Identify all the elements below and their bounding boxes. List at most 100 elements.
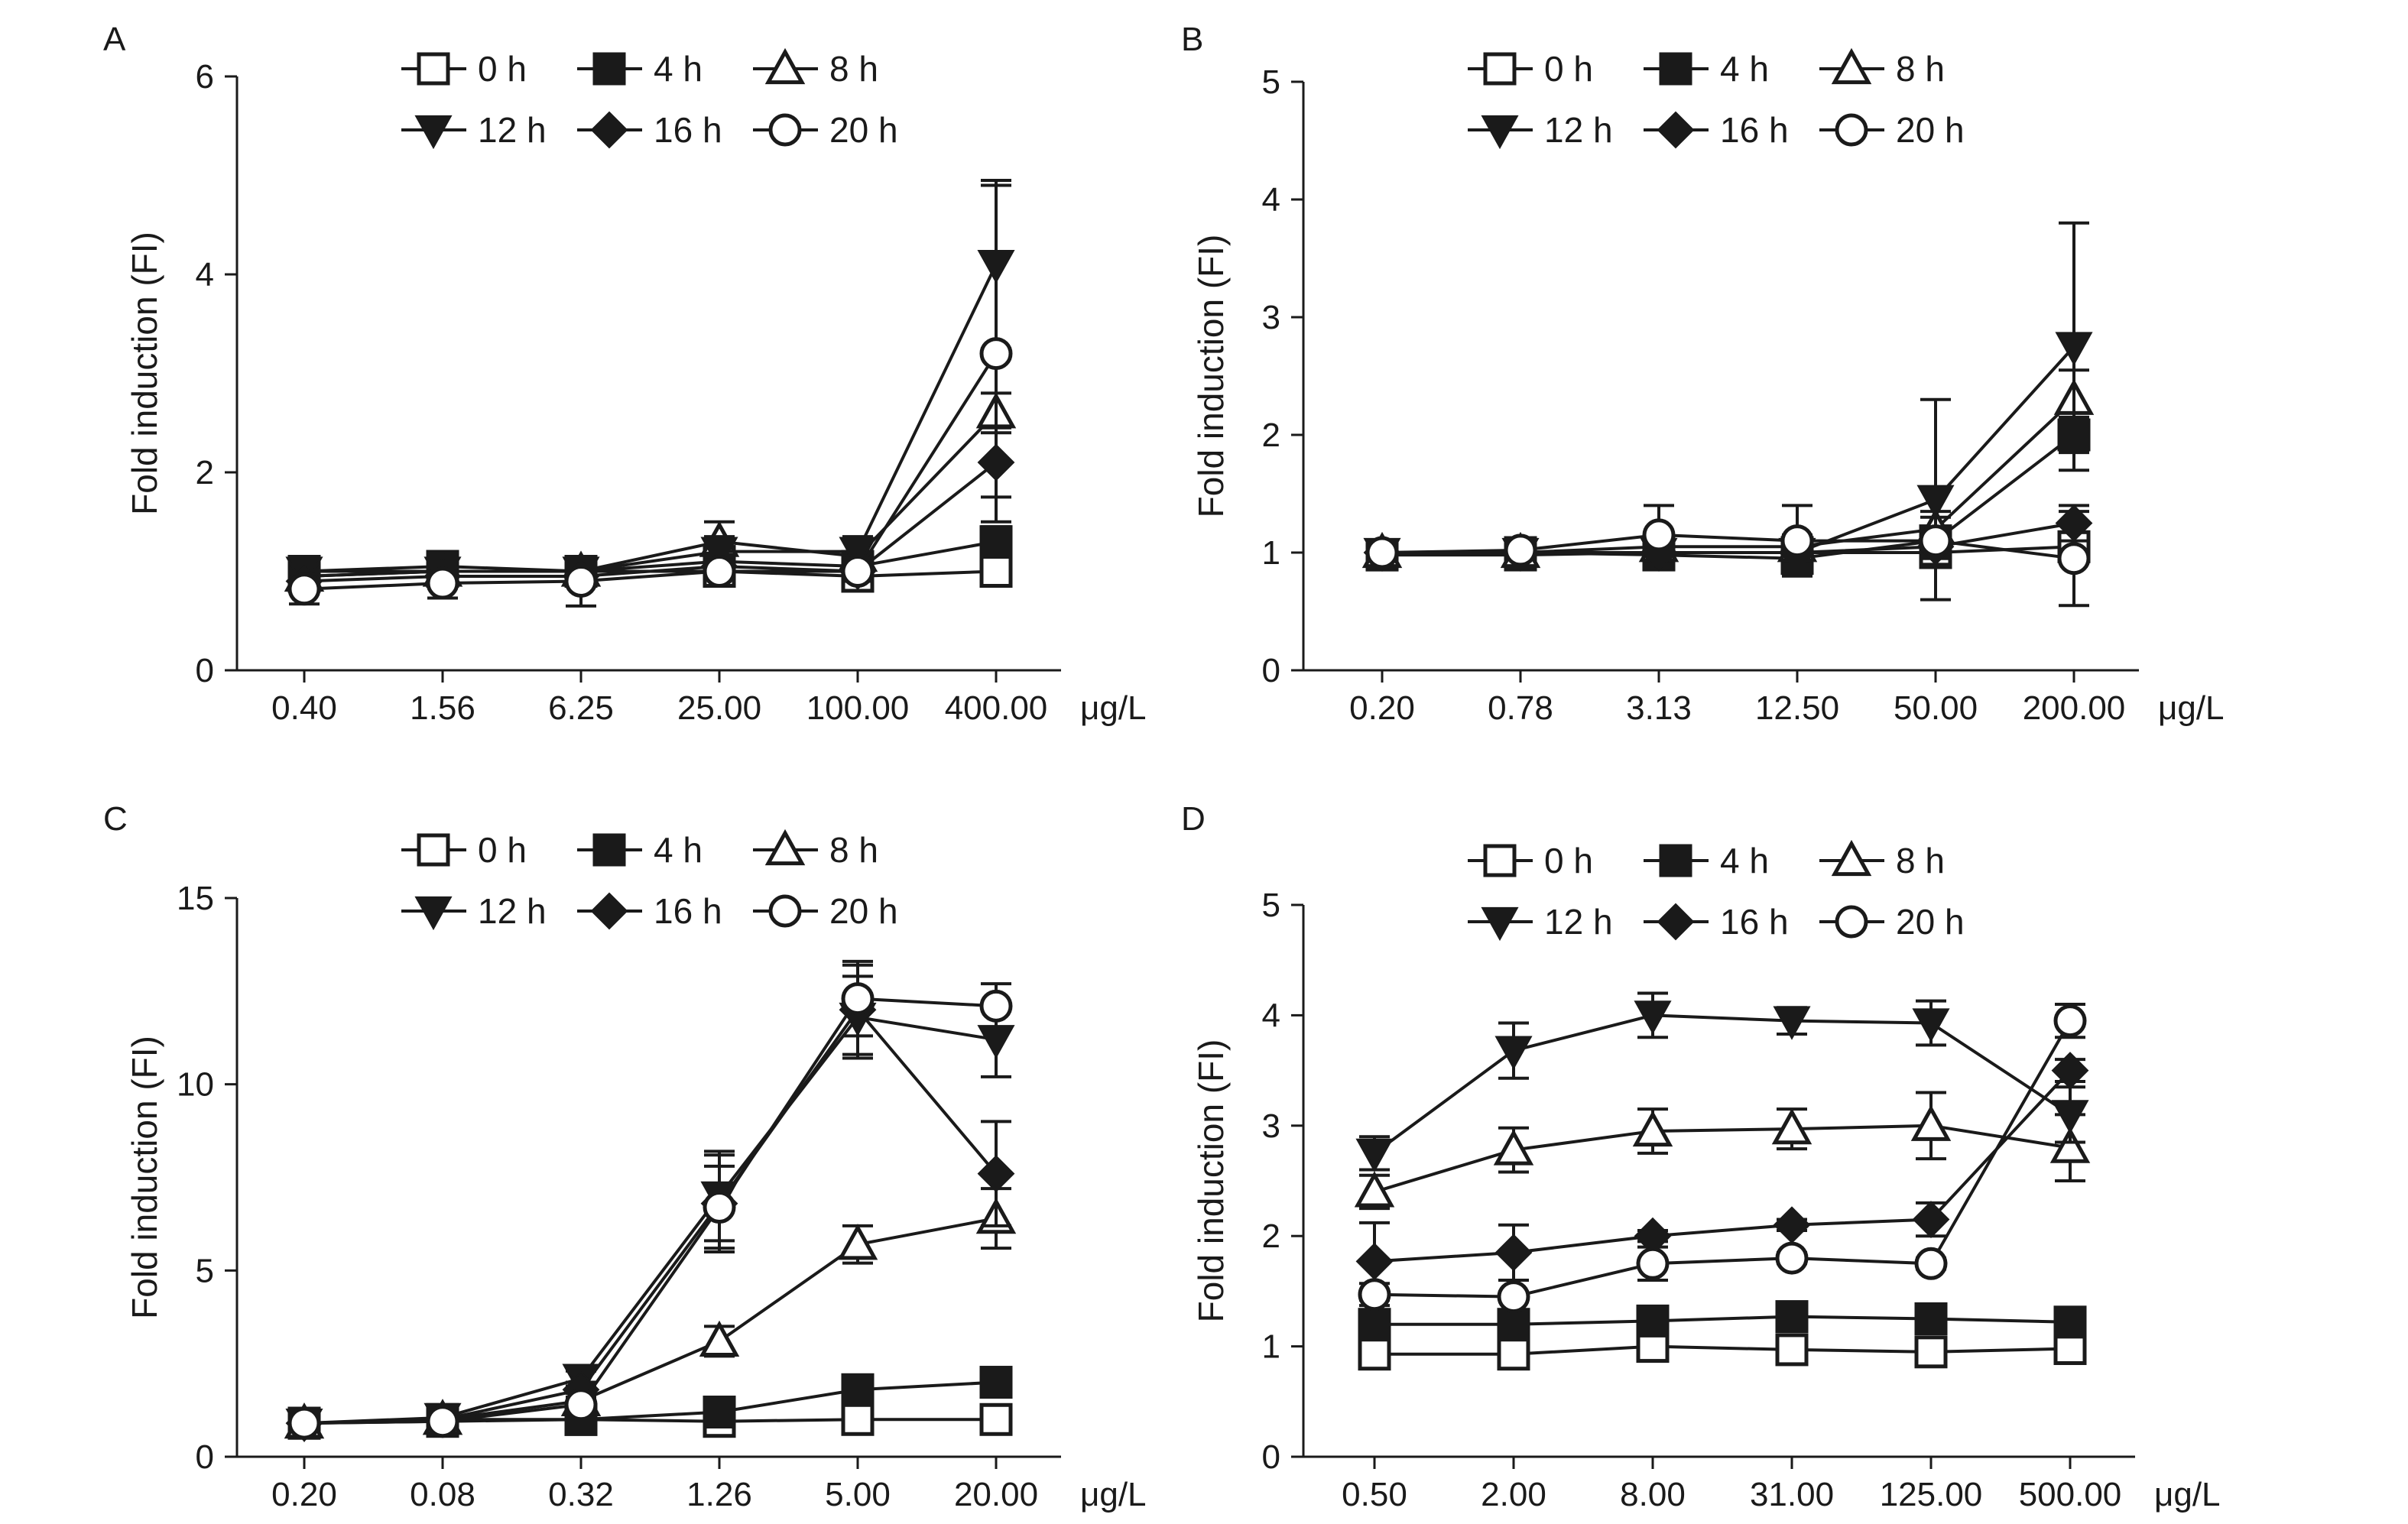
marker-square-filled: [592, 52, 626, 86]
y-tick-label: 1: [1262, 534, 1280, 572]
series-line: [1374, 1344, 2071, 1356]
marker-triangle-down: [414, 896, 453, 931]
series-12h: [1355, 991, 2089, 1172]
y-tick-label: 2: [1262, 417, 1280, 454]
marker-square-filled: [979, 1366, 1013, 1399]
x-tick-label: 0.50: [1342, 1476, 1407, 1513]
x-tick-label: 0.40: [271, 689, 337, 727]
marker-circle-open: [1504, 533, 1537, 567]
marker-triangle-down: [1481, 115, 1519, 150]
x-tick-label: 6.25: [548, 689, 614, 727]
legend-label: 16 h: [1720, 110, 1789, 150]
y-axis-title: Fold induction (FI): [125, 1036, 164, 1319]
x-tick-label: 500.00: [2019, 1476, 2122, 1513]
marker-circle-open: [768, 113, 802, 147]
series-20h: [287, 183, 1013, 608]
series-20h: [1358, 1002, 2087, 1315]
marker-circle-open: [1775, 1241, 1809, 1275]
marker-circle-open: [703, 555, 736, 588]
x-tick-label: 1.26: [686, 1476, 752, 1513]
marker-triangle-open: [1831, 839, 1872, 877]
x-tick-label: 31.00: [1750, 1476, 1834, 1513]
marker-triangle-open: [1910, 1104, 1952, 1141]
y-tick-label: 5: [1262, 887, 1280, 924]
marker-diamond: [977, 1155, 1015, 1193]
series-line: [303, 461, 998, 583]
x-tick-label: 2.00: [1481, 1476, 1546, 1513]
marker-circle-open: [1365, 536, 1399, 569]
series-line: [303, 997, 997, 1425]
marker-triangle-down: [1912, 1008, 1950, 1042]
panel-b: B 0 1 2 3 4 5 0.20 0.78 3.13 12.50 50.00 200.00 μg/L F…: [1181, 21, 2225, 727]
legend-label: 16 h: [654, 891, 722, 931]
marker-square-open: [1483, 52, 1517, 86]
marker-circle-open: [2053, 1004, 2087, 1038]
series-line: [303, 1217, 997, 1425]
legend-label: 20 h: [829, 891, 898, 931]
x-tick-label: 400.00: [945, 689, 1048, 727]
marker-circle-open: [841, 982, 875, 1016]
series-20h: [1365, 504, 2091, 608]
marker-circle-open: [1780, 524, 1814, 558]
y-tick-label: 3: [1262, 299, 1280, 336]
x-axis-unit-label: μg/L: [1080, 1476, 1147, 1513]
legend-label: 8 h: [829, 49, 878, 89]
marker-square-filled: [979, 525, 1013, 559]
series-line: [1382, 398, 2075, 554]
series-line: [303, 411, 998, 578]
y-axis-title: Fold induction (FI): [1191, 1039, 1231, 1323]
legend-label: 12 h: [478, 110, 547, 150]
legend-label: 20 h: [1896, 902, 1965, 942]
x-tick-label: 100.00: [806, 689, 910, 727]
legend-label: 4 h: [1720, 841, 1769, 880]
marker-triangle-open: [699, 1320, 740, 1357]
marker-triangle-open: [764, 828, 806, 866]
x-tick-label: 1.56: [410, 689, 475, 727]
y-tick-label: 0: [1262, 1438, 1280, 1476]
y-axis-title: Fold induction (FI): [125, 232, 164, 515]
series-group: [284, 959, 1017, 1443]
panel-letter: A: [103, 21, 126, 58]
marker-diamond: [1494, 1234, 1533, 1272]
marker-circle-open: [979, 337, 1013, 371]
legend: 0 h 4 h 8 h 12 h 16 h 20 h: [1468, 47, 1965, 150]
marker-square-open: [979, 555, 1013, 588]
series-group: [1354, 991, 2091, 1371]
series-20h: [287, 959, 1013, 1440]
legend-label: 4 h: [1720, 49, 1769, 89]
series-group: [1361, 221, 2095, 608]
marker-triangle-open: [1831, 47, 1872, 85]
marker-square-open: [1497, 1338, 1530, 1371]
x-tick-label: 0.32: [548, 1476, 614, 1513]
marker-circle-open: [564, 1388, 598, 1422]
y-tick-label: 0: [1262, 652, 1280, 689]
marker-circle-open: [703, 1190, 736, 1224]
marker-triangle-down: [977, 1025, 1015, 1059]
marker-triangle-open: [837, 1224, 878, 1260]
series-line: [303, 1015, 997, 1425]
x-tick-label: 0.08: [410, 1476, 475, 1513]
marker-circle-open: [979, 989, 1013, 1023]
legend-label: 0 h: [478, 49, 527, 89]
series-12h: [285, 178, 1015, 591]
marker-square-filled: [1775, 1300, 1809, 1334]
marker-square-filled: [841, 1373, 875, 1406]
y-tick-label: 3: [1262, 1107, 1280, 1145]
x-axis-unit-label: μg/L: [2158, 689, 2225, 727]
marker-square-open: [2053, 1331, 2087, 1365]
legend-label: 0 h: [1544, 841, 1593, 880]
series-8h: [1354, 1091, 2091, 1211]
marker-square-filled: [1659, 52, 1692, 86]
marker-circle-open: [768, 894, 802, 928]
legend-label: 4 h: [654, 49, 703, 89]
marker-triangle-down: [1916, 485, 1955, 519]
series-12h: [1363, 221, 2093, 601]
marker-circle-open: [426, 566, 459, 600]
panel-d: D 0 1 2 3 4 5 0.50 2.00 8.00 31.00 125.00 500.00 μg/L…: [1181, 800, 2221, 1513]
marker-triangle-down: [1355, 1138, 1394, 1172]
series-group: [284, 178, 1017, 608]
series-line: [303, 1007, 998, 1425]
legend: 0 h 4 h 8 h 12 h 16 h 20 h: [401, 828, 898, 931]
series-line: [303, 352, 998, 591]
marker-square-filled: [1914, 1302, 1948, 1335]
